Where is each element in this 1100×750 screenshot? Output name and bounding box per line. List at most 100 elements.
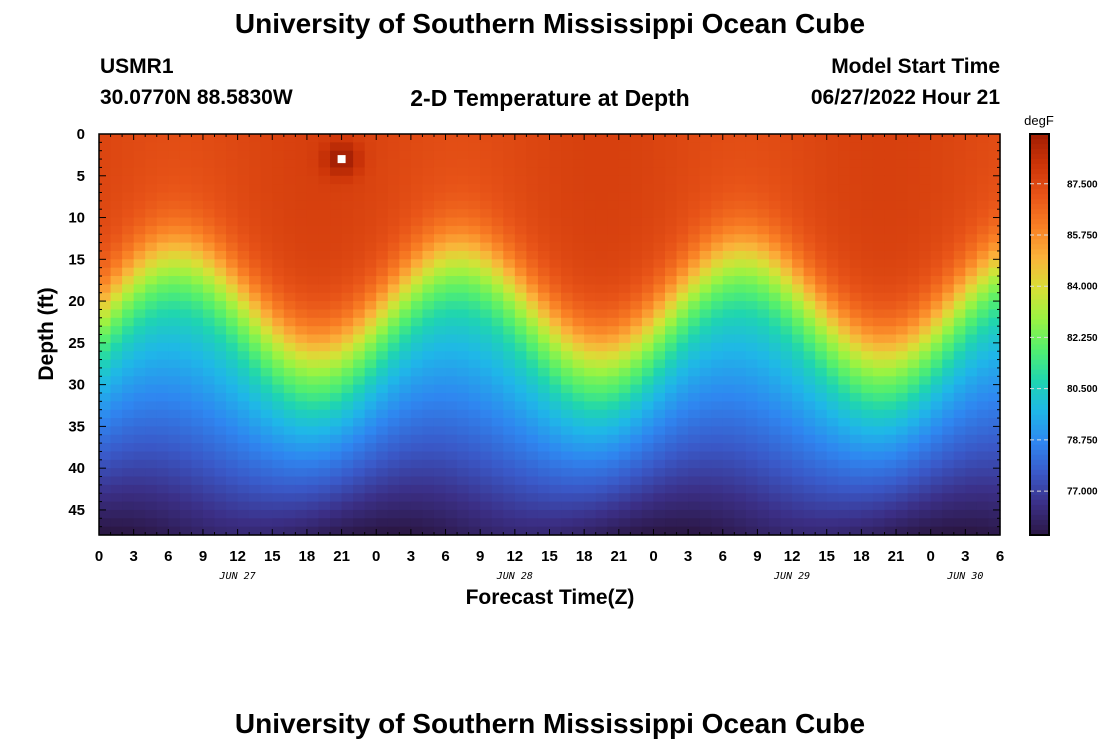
heatmap-cell <box>618 225 631 235</box>
heatmap-cell <box>341 476 354 486</box>
heatmap-cell <box>168 217 181 227</box>
heatmap-cell <box>561 200 574 210</box>
heatmap-cell <box>514 150 527 160</box>
heatmap-cell <box>156 351 169 361</box>
heatmap-cell <box>226 493 239 503</box>
heatmap-cell <box>734 192 747 202</box>
heatmap-cell <box>884 184 897 194</box>
heatmap-cell <box>919 443 932 453</box>
heatmap-cell <box>976 159 990 169</box>
heatmap-cell <box>410 301 424 311</box>
heatmap-cell <box>272 493 285 503</box>
heatmap-cell <box>306 192 320 202</box>
heatmap-cell <box>711 484 724 494</box>
heatmap-cell <box>665 476 678 486</box>
heatmap-cell <box>99 200 112 210</box>
heatmap-cell <box>457 342 470 352</box>
heatmap-cell <box>260 225 273 235</box>
heatmap-cell <box>872 376 886 386</box>
heatmap-cell <box>884 309 897 319</box>
heatmap-cell <box>896 267 909 277</box>
heatmap-cell <box>572 418 585 427</box>
heatmap-cell <box>676 292 689 302</box>
heatmap-cell <box>410 175 424 185</box>
colorbar-cell <box>1030 449 1049 456</box>
heatmap-cell <box>607 434 620 444</box>
heatmap-cell <box>156 309 169 319</box>
heatmap-cell <box>491 426 504 436</box>
heatmap-cell <box>930 267 943 277</box>
heatmap-cell <box>745 142 759 152</box>
heatmap-cell <box>734 292 747 302</box>
heatmap-cell <box>803 493 816 503</box>
heatmap-cell <box>757 159 770 169</box>
heatmap-cell <box>884 234 897 244</box>
heatmap-cell <box>457 234 470 244</box>
heatmap-cell <box>584 234 597 244</box>
heatmap-cell <box>330 250 343 260</box>
heatmap-cell <box>410 501 424 511</box>
heatmap-cell <box>734 267 747 277</box>
heatmap-cell <box>468 200 481 210</box>
heatmap-cell <box>306 159 320 169</box>
heatmap-cell <box>272 359 285 369</box>
heatmap-cell <box>537 409 551 419</box>
heatmap-cell <box>457 376 470 386</box>
heatmap-cell <box>399 384 412 394</box>
heatmap-cell <box>214 443 227 453</box>
heatmap-cell <box>919 167 932 177</box>
heatmap-cell <box>179 434 193 444</box>
heatmap-cell <box>341 418 354 427</box>
heatmap-cell <box>156 367 169 377</box>
heatmap-cell <box>595 476 608 486</box>
heatmap-cell <box>745 426 759 436</box>
heatmap-cell <box>561 484 574 494</box>
heatmap-cell <box>422 451 435 461</box>
heatmap-cell <box>630 326 643 336</box>
heatmap-cell <box>595 242 608 252</box>
heatmap-cell <box>272 192 285 202</box>
heatmap-cell <box>445 242 458 252</box>
heatmap-cell <box>722 192 735 202</box>
heatmap-cell <box>295 367 308 377</box>
heatmap-cell <box>872 367 886 377</box>
heatmap-cell <box>168 351 181 361</box>
heatmap-cell <box>364 134 377 143</box>
heatmap-cell <box>457 200 470 210</box>
heatmap-cell <box>641 217 655 227</box>
heatmap-cell <box>318 334 331 344</box>
heatmap-cell <box>133 501 146 511</box>
axis-ticks <box>98 133 1001 536</box>
heatmap-cell <box>792 150 805 160</box>
heatmap-cell <box>815 259 828 269</box>
heatmap-cell <box>711 250 724 260</box>
heatmap-cell <box>780 468 793 478</box>
heatmap-cell <box>930 476 943 486</box>
heatmap-cell <box>838 175 851 185</box>
heatmap-cell <box>595 384 608 394</box>
heatmap-cell <box>630 209 643 219</box>
heatmap-cell <box>584 334 597 344</box>
heatmap-cell <box>653 501 666 511</box>
heatmap-cell <box>341 267 354 277</box>
heatmap-cell <box>884 317 897 327</box>
heatmap-cell <box>122 367 135 377</box>
heatmap-cell <box>861 351 874 361</box>
heatmap-cell <box>884 150 897 160</box>
heatmap-cell <box>422 309 435 319</box>
heatmap-cell <box>561 159 574 169</box>
heatmap-cell <box>803 200 816 210</box>
heatmap-cell <box>722 159 735 169</box>
heatmap-cell <box>433 234 447 244</box>
heatmap-cell <box>272 334 285 344</box>
heatmap-cell <box>757 284 770 294</box>
heatmap-cell <box>942 242 955 252</box>
heatmap-cell <box>410 259 424 269</box>
heatmap-cell <box>364 451 377 461</box>
heatmap-cell <box>295 159 308 169</box>
heatmap-cell <box>722 250 735 260</box>
colorbar-cell <box>1030 174 1049 180</box>
heatmap-cell <box>503 443 516 453</box>
heatmap-cell <box>537 518 551 528</box>
heatmap-cell <box>202 334 216 344</box>
